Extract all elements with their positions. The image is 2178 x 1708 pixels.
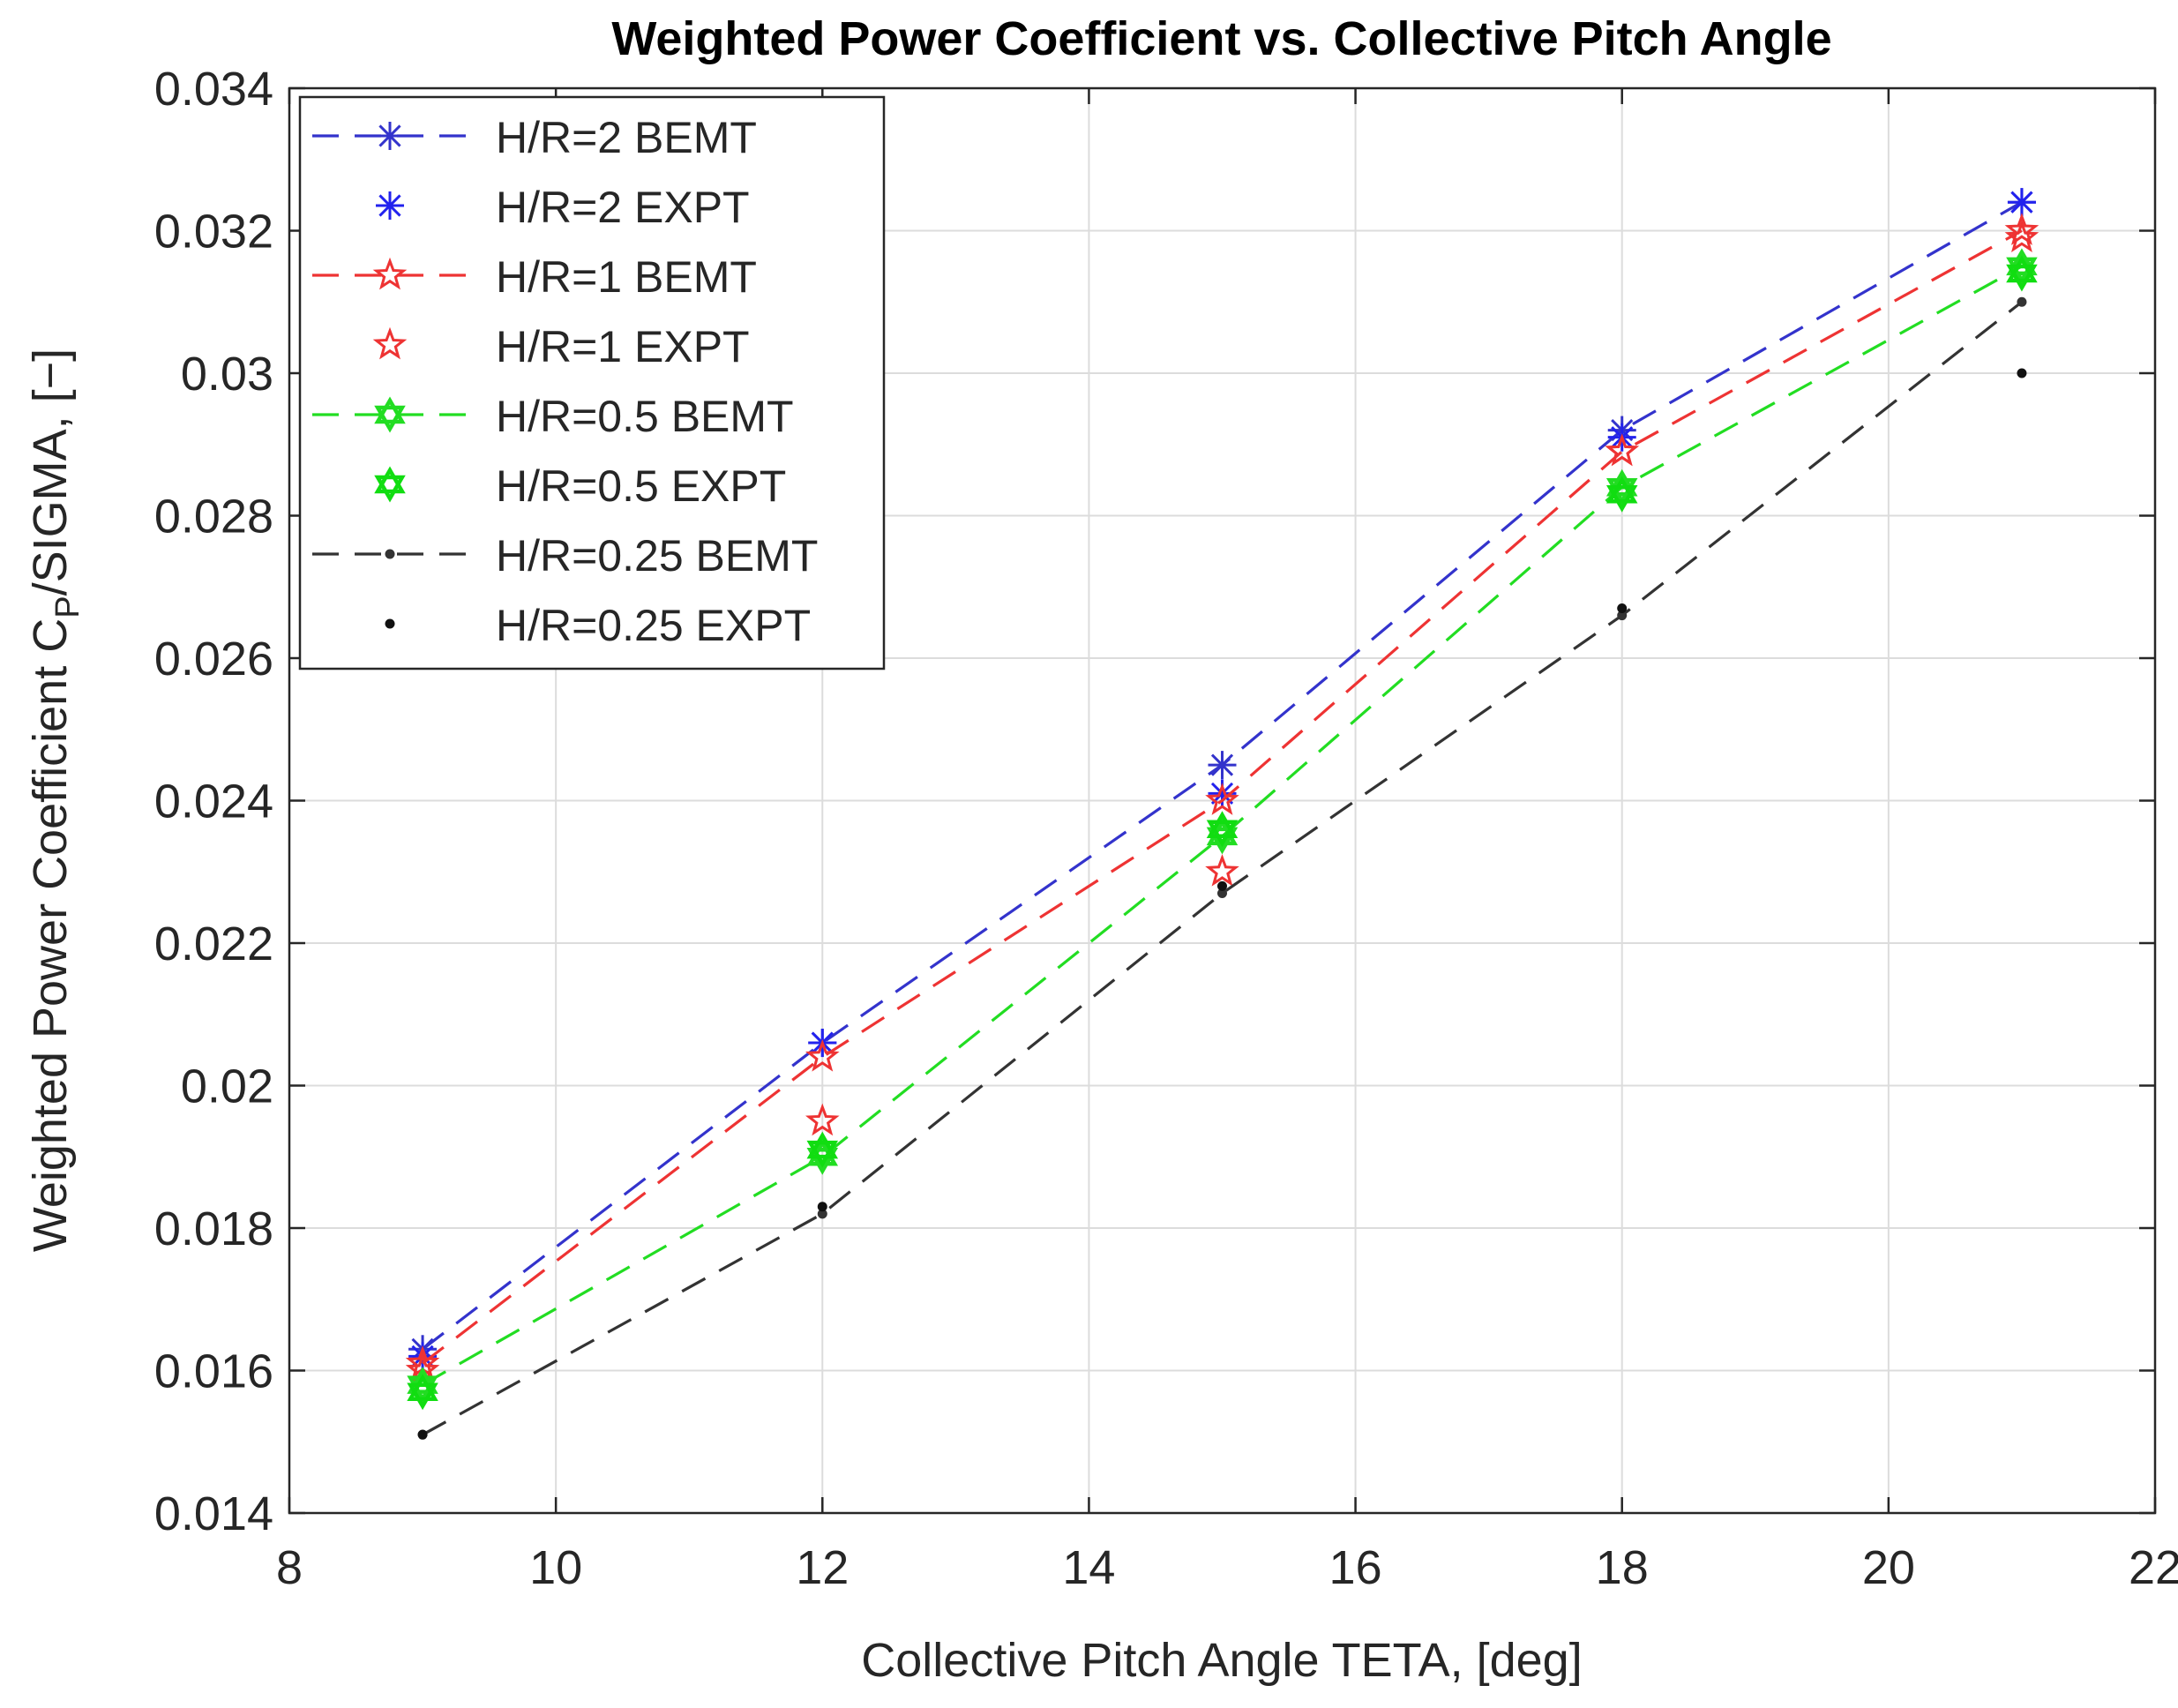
data-point [818, 1202, 827, 1211]
data-point [2017, 369, 2026, 378]
y-tick-label: 0.02 [181, 1060, 273, 1113]
y-tick-label: 0.034 [154, 63, 273, 116]
y-tick-label: 0.03 [181, 348, 273, 401]
data-point [1617, 603, 1627, 613]
data-point [1217, 881, 1227, 891]
legend: H/R=2 BEMT H/R=2 EXPT H/R=1 BEMT H/R=1 EXPT… [300, 97, 884, 669]
y-tick-label: 0.026 [154, 633, 273, 685]
y-tick-label: 0.028 [154, 491, 273, 543]
y-tick-label: 0.016 [154, 1345, 273, 1398]
y-tick-label: 0.014 [154, 1487, 273, 1540]
legend-label: H/R=1 BEMT [496, 252, 757, 302]
legend-label: H/R=0.5 EXPT [496, 461, 786, 511]
legend-marker [376, 191, 404, 220]
x-axis-label: Collective Pitch Angle TETA, [deg] [861, 1634, 1582, 1687]
data-point [2017, 297, 2026, 307]
legend-label: H/R=0.25 EXPT [496, 601, 811, 650]
y-tick-label: 0.018 [154, 1202, 273, 1255]
legend-label: H/R=1 EXPT [496, 322, 750, 371]
chart-title: Weighted Power Coefficient vs. Collectiv… [611, 12, 1831, 65]
x-tick-label: 18 [1596, 1541, 1649, 1594]
legend-label: H/R=2 EXPT [496, 183, 750, 232]
y-axis-label-suffix: /SIGMA, [−] [24, 348, 77, 596]
y-axis-label-subscript: P [49, 596, 86, 618]
x-tick-label: 8 [276, 1541, 303, 1594]
x-tick-label: 20 [1862, 1541, 1915, 1594]
x-tick-label: 16 [1329, 1541, 1382, 1594]
x-tick-label: 12 [796, 1541, 849, 1594]
legend-label: H/R=0.5 BEMT [496, 392, 794, 441]
legend-label: H/R=2 BEMT [496, 113, 757, 162]
legend-marker [385, 550, 395, 559]
legend-marker [376, 122, 404, 150]
legend-marker [385, 619, 395, 629]
y-axis-label-prefix: Weighted Power Coefficient C [24, 618, 77, 1252]
y-tick-label: 0.022 [154, 918, 273, 970]
x-tick-label: 10 [529, 1541, 582, 1594]
y-tick-label: 0.032 [154, 206, 273, 258]
chart: 8 10 12 14 16 18 20 22 0.014 0.016 0.018 0.02 0.022 0… [0, 0, 2178, 1708]
data-point [2008, 188, 2036, 216]
data-point [1209, 751, 1237, 779]
data-point [418, 1430, 428, 1440]
legend-label: H/R=0.25 BEMT [496, 531, 818, 581]
x-tick-label: 14 [1062, 1541, 1115, 1594]
x-tick-label: 22 [2129, 1541, 2178, 1594]
y-tick-label: 0.024 [154, 775, 273, 828]
